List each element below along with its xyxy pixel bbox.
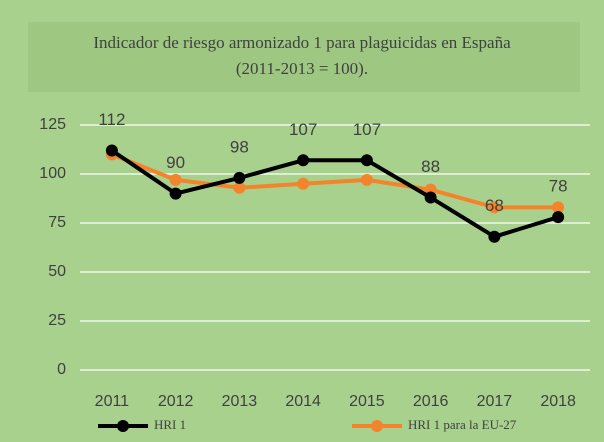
point — [360, 154, 373, 167]
point — [233, 171, 246, 184]
point — [424, 191, 437, 204]
data-label: 107 — [353, 120, 381, 139]
point — [488, 230, 501, 243]
legend-marker — [371, 420, 383, 432]
data-label: 68 — [485, 196, 504, 215]
data-label: 98 — [230, 137, 249, 156]
series-line — [110, 148, 559, 239]
x-tick-label: 2017 — [477, 393, 513, 410]
x-tick-label: 2016 — [413, 393, 449, 410]
x-tick-label: 2018 — [540, 393, 576, 410]
data-label: 107 — [289, 120, 317, 139]
point — [233, 181, 246, 194]
y-tick-label: 25 — [48, 312, 66, 329]
y-tick-label: 125 — [39, 116, 66, 133]
legend-label: HRI 1 para la EU-27 — [408, 417, 517, 432]
point — [169, 173, 182, 186]
y-tick-label: 100 — [39, 165, 66, 182]
point — [297, 177, 310, 190]
point — [552, 211, 565, 224]
x-tick-label: 2011 — [95, 393, 130, 410]
legend-marker — [117, 420, 129, 432]
series-line — [111, 152, 559, 210]
point — [488, 201, 501, 214]
chart-title: Indicador de riesgo armonizado 1 para pl… — [93, 33, 511, 52]
y-tick-label: 50 — [48, 263, 66, 280]
data-label: 88 — [421, 157, 440, 176]
x-tick-label: 2014 — [285, 393, 321, 410]
data-label: 90 — [166, 153, 185, 172]
point — [105, 144, 118, 157]
x-tick-label: 2013 — [222, 393, 258, 410]
legend-label: HRI 1 — [154, 417, 186, 432]
y-tick-label: 75 — [48, 214, 66, 231]
point — [297, 154, 310, 167]
x-tick-label: 2015 — [349, 393, 385, 410]
x-tick-label: 2012 — [158, 393, 194, 410]
point — [169, 187, 182, 200]
point — [360, 173, 373, 186]
y-tick-label: 0 — [57, 361, 66, 378]
data-label: 78 — [549, 177, 568, 196]
point — [552, 201, 565, 214]
title-box — [28, 22, 580, 92]
chart-title: (2011-2013 = 100). — [236, 59, 368, 78]
data-label: 112 — [98, 110, 125, 129]
